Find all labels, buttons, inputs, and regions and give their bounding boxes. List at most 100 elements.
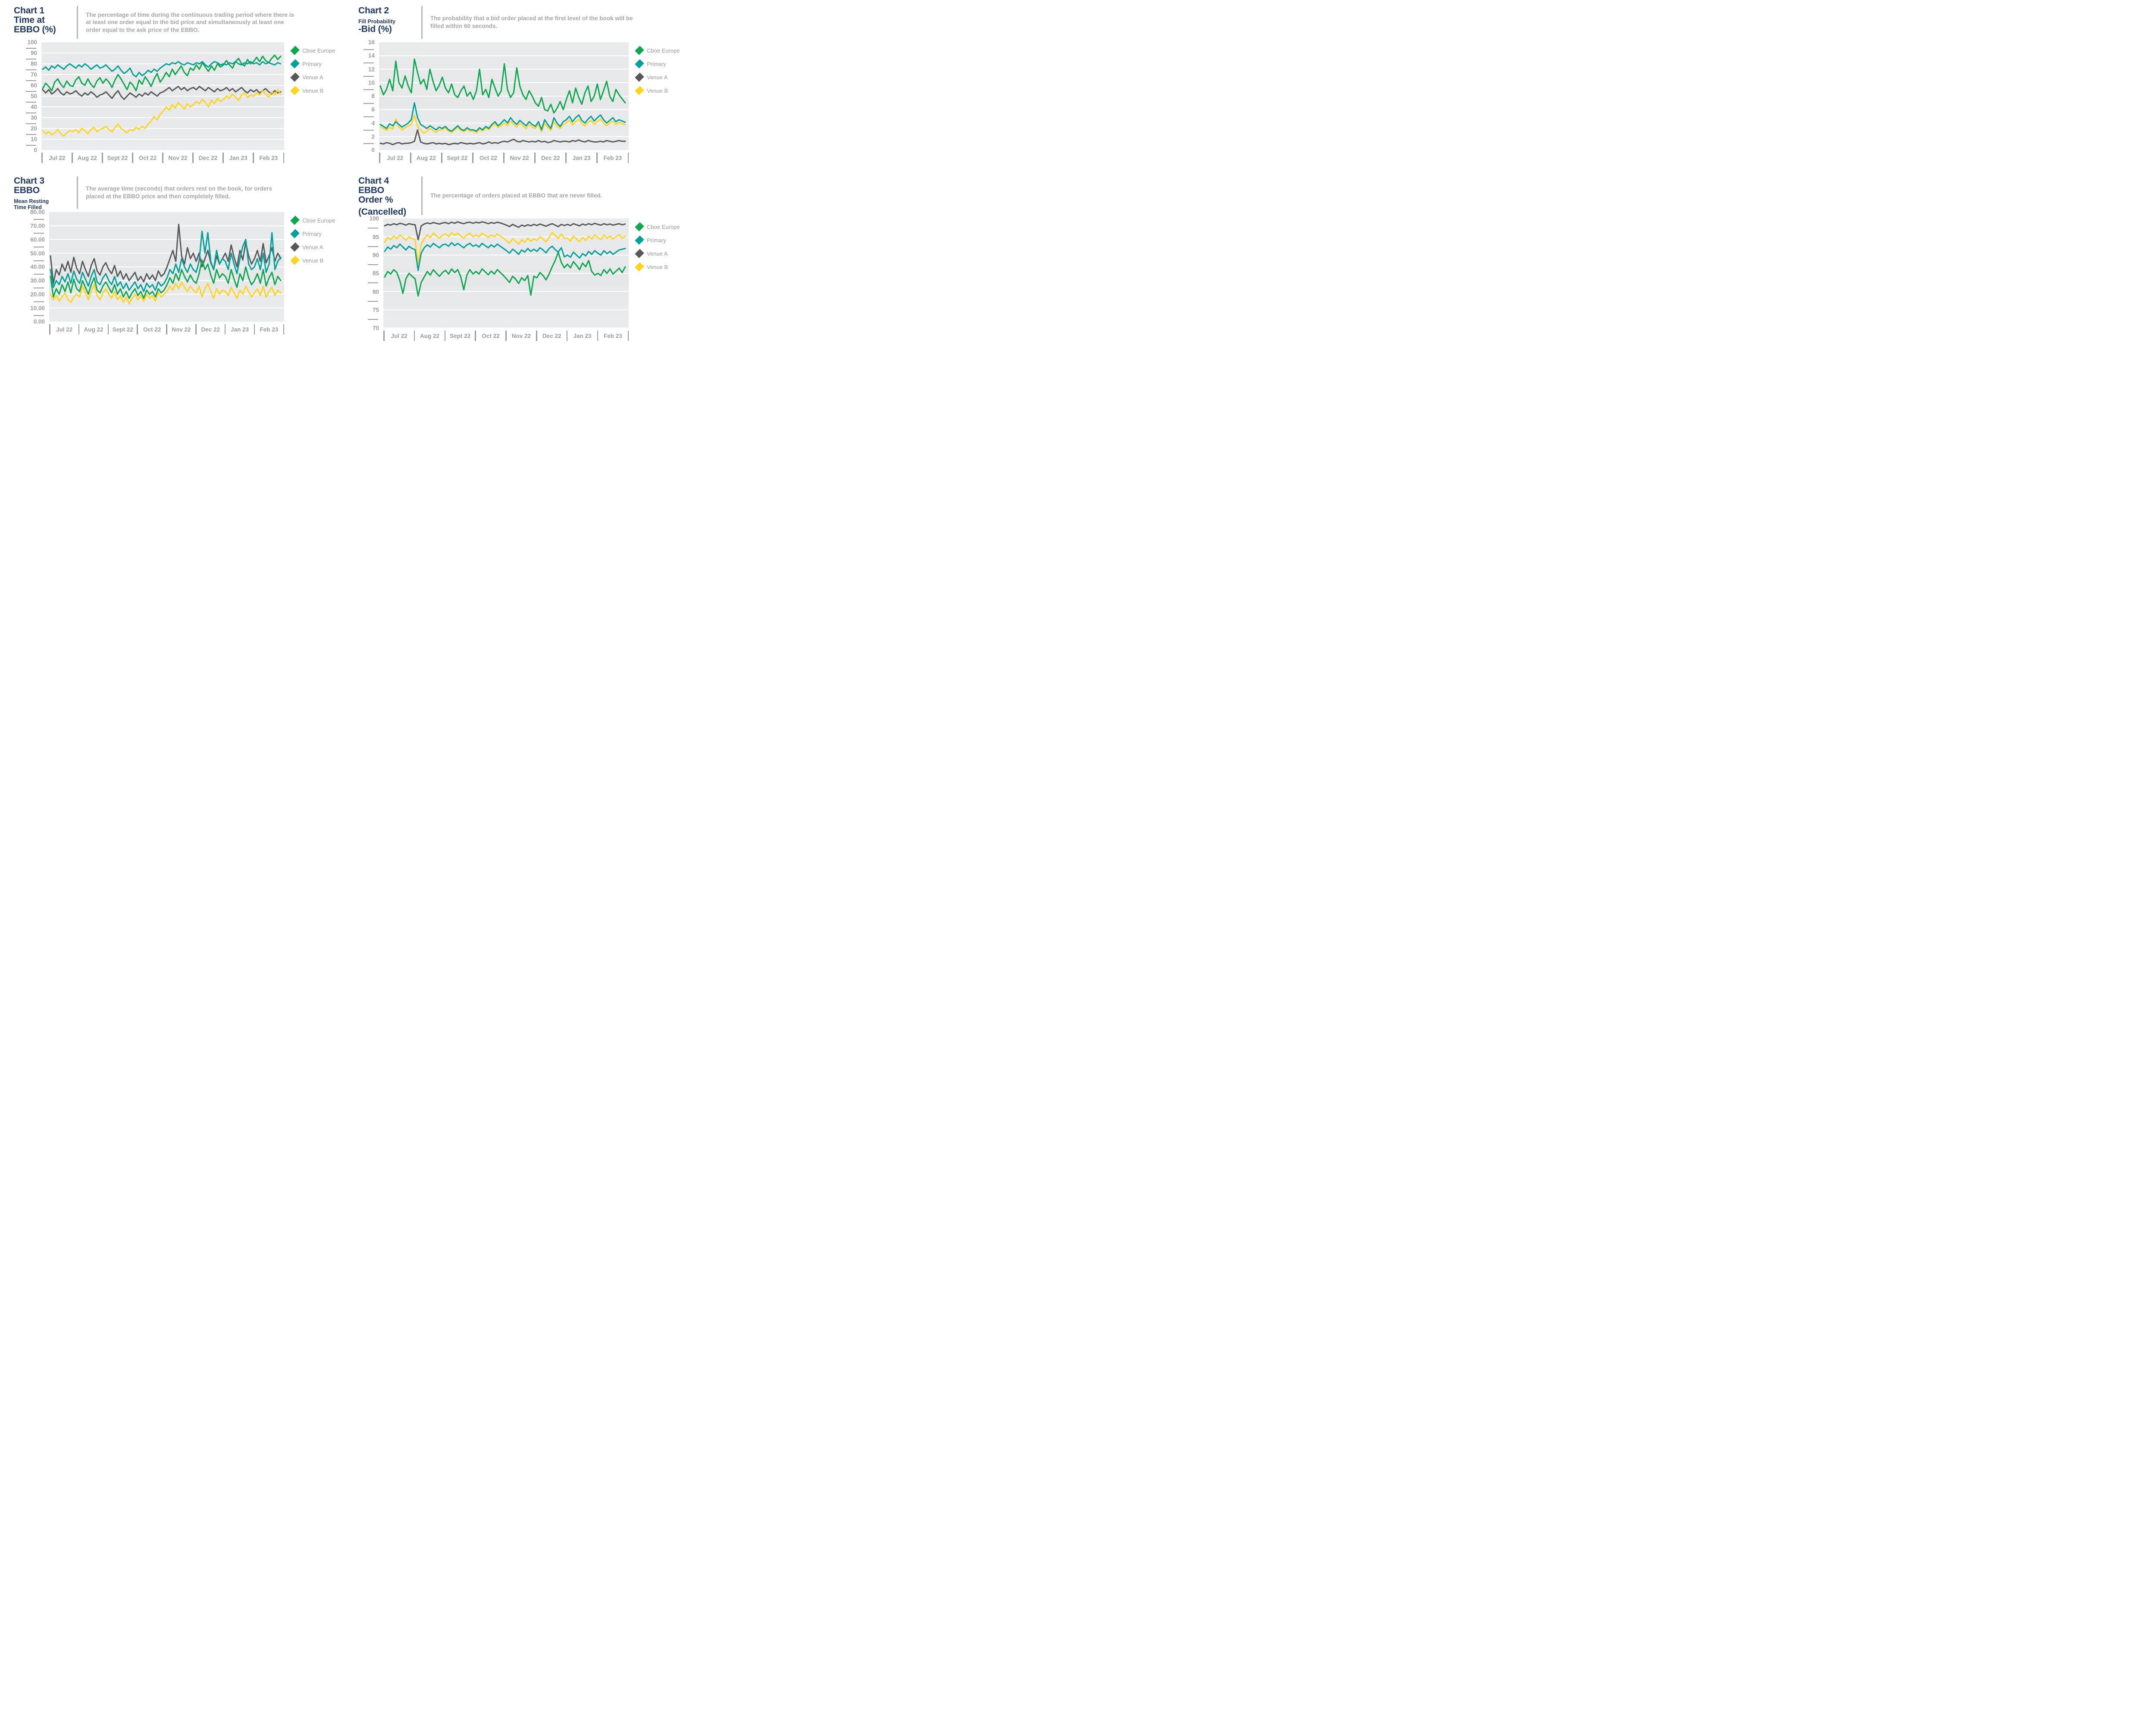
chart-title-line: Chart 2 (358, 6, 389, 16)
chart4-plot (383, 219, 629, 328)
x-axis-month-label: Jan 23 (573, 332, 592, 339)
y-axis-minor-tick (34, 315, 44, 316)
x-axis-tick (72, 153, 73, 163)
legend-item-venue-a: Venue A (290, 242, 341, 252)
chart1-panel: Chart 1 Time at EBBO (%) The percentage of… (0, 0, 345, 171)
legend-label: Venue A (647, 250, 668, 257)
chart2-panel: Chart 2 Fill Probability -Bid (%) The prob… (345, 0, 689, 171)
y-axis-tick-label: 70.00 (30, 222, 45, 229)
chart3-description: The average time (seconds) that orders r… (86, 185, 273, 200)
x-axis-tick (536, 331, 537, 341)
y-axis-tick-label: 80.00 (30, 209, 45, 216)
y-axis-minor-tick (26, 144, 36, 146)
y-axis-minor-tick (34, 219, 44, 220)
chart3-x-axis: Jul 22 Aug 22 Sept 22 Oct 22 Nov 22 Dec 22 Jan… (49, 324, 284, 335)
title-divider (77, 176, 78, 209)
x-axis-month-label: Jan 23 (231, 326, 249, 333)
y-axis-tick-label: 70 (30, 71, 37, 78)
chart2-area: 16 14 12 10 8 6 4 2 0 Jul 22 Aug 22 Sept 22 Oct 22 N… (358, 39, 686, 163)
chart3-area: 80.00 70.00 60.00 50.00 40.00 30.00 20.00 10.00… (14, 209, 341, 335)
series-line-primary (379, 102, 626, 132)
y-axis-tick-label: 50 (30, 93, 37, 100)
series-line-venue-a (42, 86, 282, 100)
y-axis-tick-label: 20.00 (30, 291, 45, 298)
x-axis-month-label: Oct 22 (482, 332, 500, 339)
x-axis-month-label: Nov 22 (511, 332, 531, 339)
x-axis-tick (565, 153, 567, 163)
x-axis-month-label: Aug 22 (84, 326, 103, 333)
chart-title-line: Chart 3 (14, 176, 44, 186)
y-axis-minor-tick (368, 300, 378, 302)
chart1-plot (41, 42, 284, 150)
title-divider (421, 176, 423, 216)
chart2-description: The probability that a bid order placed … (430, 15, 633, 29)
x-axis-month-label: Dec 22 (198, 154, 218, 161)
dashboard-grid: Chart 1 Time at EBBO (%) The percentage of… (0, 0, 689, 342)
legend-label: Venue A (647, 74, 668, 81)
y-axis-tick-label: 2 (371, 133, 375, 140)
x-axis-tick (192, 153, 194, 163)
x-axis-tick (566, 331, 568, 341)
y-axis-tick-label: 90 (30, 50, 37, 56)
plot-canvas (49, 224, 284, 309)
x-axis-tick (166, 324, 167, 335)
chart-title-line: Time Filled (14, 204, 42, 211)
x-axis-tick (162, 153, 163, 163)
chart-title-line: EBBO (14, 185, 40, 195)
chart1-legend: Cboe Europe Primary Venue A Venue B (284, 42, 341, 100)
x-axis-tick (107, 324, 109, 335)
y-axis-minor-tick (364, 49, 374, 50)
legend-item-venue-a: Venue A (290, 72, 341, 82)
x-axis-tick (132, 153, 133, 163)
y-axis-tick-label: 50.00 (30, 250, 45, 257)
chart-title-line: Chart 1 (14, 6, 44, 16)
legend-item-cboe-europe: Cboe Europe (635, 46, 686, 55)
y-axis-tick-label: 16 (368, 39, 375, 46)
x-axis-month-label: Jul 22 (49, 154, 66, 161)
y-axis-minor-tick (34, 233, 44, 234)
chart2-title: Chart 2 Fill Probability -Bid (%) (358, 4, 414, 41)
chart4-description: The percentage of orders placed at EBBO … (430, 192, 602, 199)
x-axis-month-label: Sept 22 (107, 154, 128, 161)
plot-canvas (41, 53, 284, 140)
y-axis-minor-tick (26, 123, 36, 124)
y-axis-tick-label: 12 (368, 66, 375, 72)
y-axis-minor-tick (26, 134, 36, 135)
chart4-title: Chart 4 EBBO Order % (Cancelled) (358, 175, 414, 217)
x-axis-tick (49, 324, 50, 335)
x-axis-tick (441, 153, 442, 163)
x-axis-month-label: Dec 22 (201, 326, 220, 333)
y-axis-tick-label: 30.00 (30, 277, 45, 284)
chart-title-line: Chart 4 (358, 176, 389, 186)
chart4-area: 100 95 90 85 80 75 70 Jul 22 Aug 22 Sept 22 Oct 2… (358, 216, 686, 341)
x-axis-tick (414, 331, 415, 341)
x-axis-month-label: Sept 22 (450, 332, 471, 339)
x-axis-month-label: Aug 22 (416, 154, 436, 161)
y-axis-tick-label: 95 (372, 234, 379, 241)
series-line-cboe-europe (384, 251, 626, 297)
x-axis-month-label: Oct 22 (143, 326, 161, 333)
legend-label: Cboe Europe (302, 47, 335, 54)
chart4-header: Chart 4 EBBO Order % (Cancelled) The percen… (358, 175, 686, 217)
series-line-venue-b (379, 114, 626, 134)
y-axis-tick-label: 10 (30, 136, 37, 143)
diamond-icon (290, 216, 300, 225)
diamond-icon (635, 262, 644, 272)
y-axis-minor-tick (26, 69, 36, 70)
chart-title-line: Mean Resting (14, 198, 49, 204)
chart1-area: 100 90 80 70 60 50 40 30 20 10 0 Jul 22 Aug 22 Sept … (14, 39, 341, 163)
chart2-main: Jul 22 Aug 22 Sept 22 Oct 22 Nov 22 Dec 22 Jan… (379, 42, 629, 163)
chart4-y-axis: 100 95 90 85 80 75 70 (358, 216, 383, 332)
x-axis-tick (283, 324, 284, 335)
series-line-venue-b (42, 89, 282, 137)
legend-item-primary: Primary (635, 59, 686, 69)
chart2-y-axis: 16 14 12 10 8 6 4 2 0 (358, 39, 379, 153)
series-line-venue-a (384, 221, 626, 241)
legend-item-venue-a: Venue A (635, 249, 686, 259)
legend-item-cboe-europe: Cboe Europe (290, 216, 341, 225)
y-axis-tick-label: 8 (371, 93, 375, 100)
chart1-description: The percentage of time during the contin… (86, 11, 295, 33)
chart2-legend: Cboe Europe Primary Venue A Venue B (629, 42, 686, 100)
y-axis-tick-label: 85 (372, 270, 379, 277)
chart-title-line: Fill Probability (358, 18, 396, 25)
